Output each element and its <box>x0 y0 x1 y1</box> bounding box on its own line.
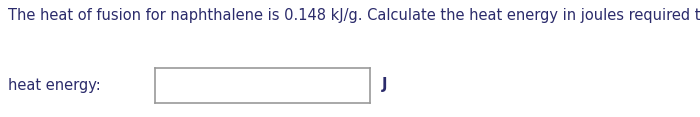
Text: J: J <box>382 77 388 93</box>
Text: The heat of fusion for naphthalene is 0.148 kJ/g. Calculate the heat energy in j: The heat of fusion for naphthalene is 0.… <box>8 8 700 23</box>
Text: heat energy:: heat energy: <box>8 78 101 93</box>
